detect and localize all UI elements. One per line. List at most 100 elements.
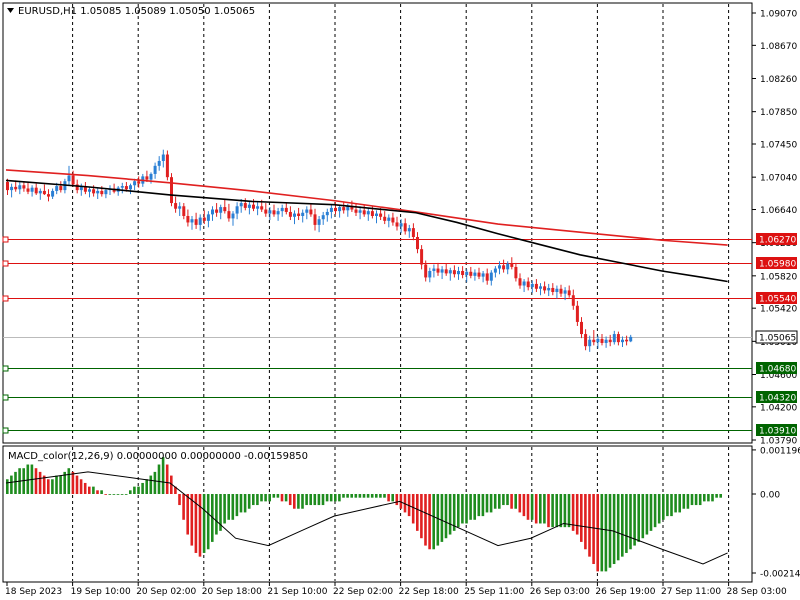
- macd-bar: [247, 494, 251, 509]
- price-tick-label: 1.07850: [760, 108, 797, 118]
- candle-body: [411, 228, 415, 238]
- macd-bar: [670, 494, 673, 517]
- macd-bar: [530, 494, 534, 520]
- candle-body: [321, 215, 325, 220]
- time-tick-label: 26 Sep 03:00: [530, 587, 590, 597]
- macd-bar: [649, 494, 653, 531]
- candle-body: [342, 207, 346, 211]
- macd-bar: [698, 494, 702, 506]
- price-axis[interactable]: 1.09070 1.08670 1.08260 1.07850 1.07450 1.070…: [752, 10, 798, 447]
- macd-bar: [309, 494, 312, 506]
- time-axis[interactable]: 18 Sep 2023 19 Sep 10:00 20 Sep 02:00 20 Se…: [5, 582, 787, 597]
- time-tick-label: 27 Sep 11:00: [661, 587, 721, 597]
- candle-body: [190, 219, 194, 223]
- macd-bar: [596, 494, 599, 572]
- macd-bar: [83, 482, 87, 494]
- candle-body: [584, 334, 588, 347]
- macd-bar: [268, 494, 271, 502]
- time-gridlines: [72, 4, 730, 442]
- candle-body: [223, 207, 227, 212]
- candle-body: [297, 213, 301, 216]
- macd-bar: [571, 494, 575, 531]
- candle-body: [436, 268, 440, 273]
- candle-body: [325, 211, 329, 216]
- macd-bar: [612, 494, 616, 565]
- candle-body: [448, 270, 452, 274]
- level-anchor-handle[interactable]: [2, 394, 9, 401]
- macd-bar: [67, 468, 71, 494]
- level-anchor-handle[interactable]: [2, 260, 9, 267]
- candle-body: [305, 209, 309, 213]
- macd-bar: [75, 475, 79, 494]
- candle-body: [387, 217, 391, 221]
- current-price-tag: [755, 330, 798, 344]
- dropdown-triangle-icon[interactable]: [7, 8, 14, 13]
- macd-bar: [399, 494, 403, 509]
- candle-body: [34, 187, 38, 194]
- candle-body: [506, 263, 510, 270]
- macd-pane[interactable]: MACD_color(12,26,9) 0.00000000 0.0000000…: [2, 445, 753, 583]
- price-tick-label: 1.08670: [760, 42, 797, 52]
- price-tick-label: 1.05420: [760, 305, 797, 315]
- macd-bar: [71, 471, 75, 494]
- candle-body: [444, 269, 448, 274]
- candle-body: [215, 209, 219, 213]
- candle-body: [14, 186, 18, 190]
- macd-bar: [547, 494, 550, 528]
- level-price-tag: [756, 257, 797, 269]
- macd-bar: [637, 494, 640, 542]
- macd-bar: [272, 494, 276, 498]
- macd-bar: [432, 494, 435, 550]
- current-price-label: 1.05065: [759, 334, 796, 344]
- candle-body: [18, 185, 22, 190]
- level-anchor-handle[interactable]: [2, 295, 9, 302]
- macd-bar: [186, 494, 189, 535]
- price-tick-label: 1.06640: [760, 206, 797, 216]
- macd-bar: [703, 494, 706, 502]
- level-anchor-handle[interactable]: [2, 236, 9, 243]
- macd-bar: [305, 494, 308, 506]
- candle-body: [10, 186, 14, 191]
- level-anchor-handle[interactable]: [2, 427, 9, 434]
- price-tick-label: 1.07040: [760, 174, 797, 184]
- macd-bar: [403, 494, 407, 513]
- candle-body: [198, 217, 202, 225]
- candle-body: [26, 188, 30, 192]
- candle-body: [575, 305, 579, 322]
- candle-body: [329, 207, 333, 212]
- candle-body: [395, 222, 399, 227]
- macd-bar: [604, 494, 608, 572]
- candle-body: [370, 211, 374, 216]
- macd-bar: [55, 475, 58, 494]
- time-tick-label: 21 Sep 10:00: [267, 587, 327, 597]
- candle-body: [416, 237, 419, 250]
- candle-body: [338, 207, 342, 212]
- price-pane[interactable]: EURUSD,H1 1.05085 1.05089 1.05050 1.0506…: [2, 2, 753, 444]
- chart-title: EURUSD,H1 1.05085 1.05089 1.05050 1.0506…: [18, 6, 255, 17]
- level-price-label: 1.04320: [759, 394, 796, 404]
- macd-bar: [284, 494, 288, 502]
- candle-body: [227, 211, 231, 219]
- macd-bar: [235, 494, 239, 517]
- candle-body: [104, 190, 108, 195]
- candle-body: [161, 154, 165, 161]
- time-tick-label: 22 Sep 02:00: [333, 587, 393, 597]
- level-anchor-handle[interactable]: [2, 365, 9, 372]
- macd-bar: [227, 494, 230, 520]
- candle-body: [457, 270, 460, 275]
- macd-bar: [362, 494, 366, 498]
- candle-body: [407, 228, 411, 232]
- candle-body: [186, 215, 190, 223]
- candle-body: [588, 339, 592, 347]
- candle-body: [510, 263, 514, 267]
- candle-body: [301, 212, 305, 216]
- macd-bar: [580, 494, 583, 542]
- macd-bar: [153, 471, 157, 494]
- macd-bar: [129, 490, 132, 494]
- macd-bar: [621, 494, 624, 557]
- macd-bar: [379, 494, 382, 498]
- time-tick-label: 22 Sep 18:00: [399, 587, 459, 597]
- macd-bar: [325, 494, 329, 502]
- macd-bar: [88, 486, 91, 494]
